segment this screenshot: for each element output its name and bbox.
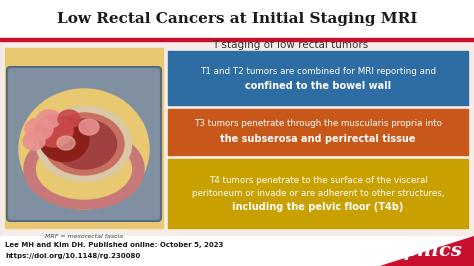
Bar xyxy=(168,159,468,228)
Text: RadioGraphics: RadioGraphics xyxy=(301,242,462,260)
Bar xyxy=(168,51,468,105)
Text: peritoneum or invade or are adherent to other structures,: peritoneum or invade or are adherent to … xyxy=(192,189,444,198)
Ellipse shape xyxy=(19,89,149,209)
Ellipse shape xyxy=(35,115,73,147)
Ellipse shape xyxy=(79,119,99,135)
Ellipse shape xyxy=(58,110,80,128)
Text: T1 and T2 tumors are combined for MRI reporting and: T1 and T2 tumors are combined for MRI re… xyxy=(200,66,436,76)
Ellipse shape xyxy=(52,119,117,169)
Bar xyxy=(168,109,468,155)
Bar xyxy=(5,48,163,228)
Ellipse shape xyxy=(39,117,89,161)
Text: T staging of low rectal tumors: T staging of low rectal tumors xyxy=(212,40,368,50)
Text: https://doi.org/10.1148/rg.230080: https://doi.org/10.1148/rg.230080 xyxy=(5,253,140,259)
Bar xyxy=(0,38,474,41)
Ellipse shape xyxy=(57,136,75,150)
Text: T4 tumors penetrate to the surface of the visceral: T4 tumors penetrate to the surface of th… xyxy=(209,176,428,185)
Ellipse shape xyxy=(24,129,144,209)
Bar xyxy=(0,0,474,38)
Ellipse shape xyxy=(36,106,131,181)
Text: including the pelvic floor (T4b): including the pelvic floor (T4b) xyxy=(232,202,404,211)
Text: confined to the bowel wall: confined to the bowel wall xyxy=(245,81,391,91)
FancyBboxPatch shape xyxy=(7,67,161,221)
Text: Low Rectal Cancers at Initial Staging MRI: Low Rectal Cancers at Initial Staging MR… xyxy=(57,12,417,26)
Text: T3 tumors penetrate through the muscularis propria into: T3 tumors penetrate through the muscular… xyxy=(194,119,442,128)
Ellipse shape xyxy=(44,113,124,175)
Bar xyxy=(2,41,472,234)
Text: the subserosa and perirectal tissue: the subserosa and perirectal tissue xyxy=(220,134,416,144)
Text: Lee MH and Kim DH. Published online: October 5, 2023: Lee MH and Kim DH. Published online: Oct… xyxy=(5,242,223,248)
Bar xyxy=(0,236,474,266)
Ellipse shape xyxy=(36,139,131,199)
Ellipse shape xyxy=(37,110,61,128)
Ellipse shape xyxy=(23,132,45,150)
Text: MRF = mesorectal fascia: MRF = mesorectal fascia xyxy=(45,234,123,239)
Polygon shape xyxy=(380,236,474,266)
Ellipse shape xyxy=(25,118,53,140)
